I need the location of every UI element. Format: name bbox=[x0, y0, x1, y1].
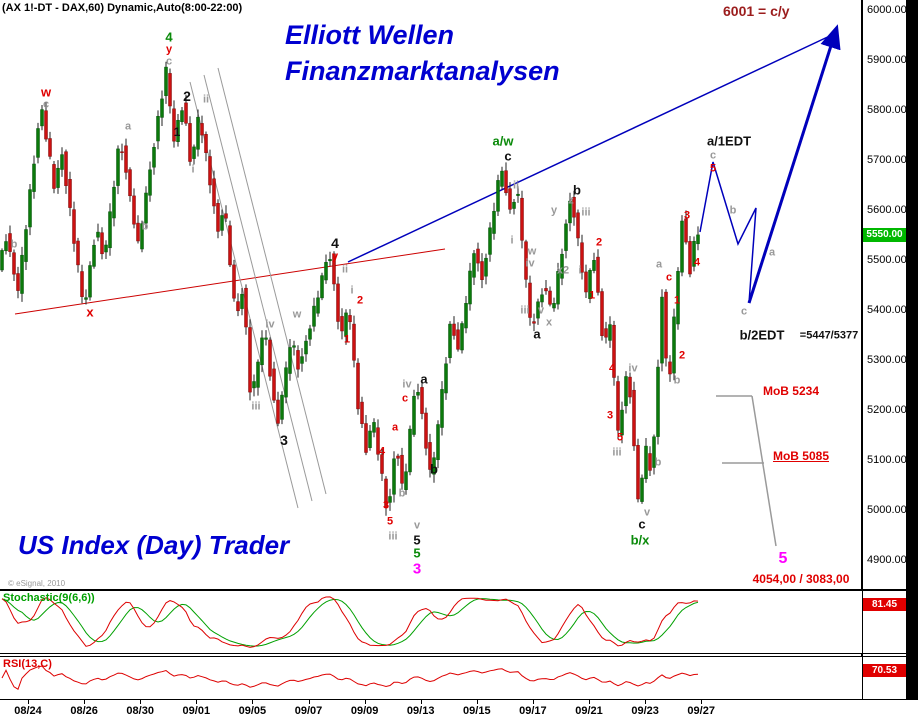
price-label: 5200.00 bbox=[867, 404, 907, 416]
stochastic-panel[interactable]: Stochastic(9(6,6)) bbox=[0, 591, 862, 653]
chart-title: (AX 1!-DT - DAX,60) Dynamic,Auto(8:00-22… bbox=[2, 2, 243, 14]
date-tick bbox=[532, 700, 534, 704]
date-tick bbox=[589, 700, 590, 704]
price-axis[interactable]: 5550.00 6000.00 5900.00 5800.00 5700.00 5600… bbox=[863, 0, 907, 699]
price-label: 5300.00 bbox=[867, 354, 907, 366]
date-tick bbox=[84, 700, 86, 704]
date-tick bbox=[420, 700, 422, 704]
date-label: 09/05 bbox=[238, 705, 267, 717]
esignal-watermark: © eSignal, 2010 bbox=[8, 579, 66, 588]
candles-group bbox=[0, 61, 700, 516]
date-label: 08/30 bbox=[126, 705, 154, 717]
rsi-plot bbox=[1, 665, 699, 690]
date-tick bbox=[28, 700, 29, 704]
projection-target-label: 6001 = c/y bbox=[723, 3, 790, 19]
date-label: 09/13 bbox=[406, 705, 435, 717]
date-label: 09/15 bbox=[463, 705, 491, 717]
stochastic-label: Stochastic(9(6,6)) bbox=[3, 592, 95, 604]
price-label: 5100.00 bbox=[867, 454, 907, 466]
brand-heading-line2: Finanzmarktanalysen bbox=[285, 56, 560, 86]
date-label: 08/26 bbox=[70, 705, 98, 717]
stochastic-plot bbox=[1, 596, 699, 648]
trendlines-group bbox=[14, 33, 835, 509]
right-border-strip bbox=[906, 0, 918, 699]
date-tick bbox=[140, 700, 142, 704]
projection-group bbox=[699, 24, 841, 304]
panel-separator bbox=[0, 589, 918, 591]
date-label: 08/24 bbox=[14, 705, 42, 717]
date-tick bbox=[645, 700, 647, 704]
footer-brand-title: US Index (Day) Trader bbox=[18, 530, 290, 560]
price-label: 5700.00 bbox=[867, 154, 907, 166]
price-label: 5000.00 bbox=[867, 504, 907, 516]
rsi-label: RSI(13,C) bbox=[3, 658, 52, 670]
rsi-value-box: 70.53 bbox=[863, 664, 906, 677]
brand-heading-line1: Elliott Wellen bbox=[285, 20, 455, 50]
stochastic-k-line bbox=[1, 596, 699, 648]
date-label: 09/21 bbox=[575, 705, 603, 717]
last-price-box: 5550.00 bbox=[863, 228, 906, 242]
panel-separator bbox=[0, 653, 918, 654]
date-tick bbox=[252, 700, 254, 704]
date-tick bbox=[701, 700, 703, 704]
price-axis-separator bbox=[861, 0, 863, 699]
panel-separator bbox=[0, 656, 918, 657]
date-tick bbox=[308, 700, 310, 704]
date-label: 09/07 bbox=[294, 705, 323, 717]
date-label: 09/01 bbox=[182, 705, 211, 717]
date-label: 09/23 bbox=[631, 705, 659, 717]
date-tick bbox=[196, 700, 198, 704]
rsi-line bbox=[1, 665, 699, 690]
date-label: 09/27 bbox=[687, 705, 715, 717]
price-label: 5800.00 bbox=[867, 104, 907, 116]
price-label: 4900.00 bbox=[867, 554, 907, 566]
panel-separator bbox=[0, 699, 918, 700]
date-label: 09/09 bbox=[350, 705, 379, 717]
chart-surface[interactable]: 4 y c w c 2 ii a 1 i b b x iv w iii 3 4 y ii i 2 1 iv a c a 4 b 3 5 iii… bbox=[0, 0, 862, 590]
price-label: 5500.00 bbox=[867, 254, 907, 266]
candlestick-chart bbox=[0, 24, 841, 547]
date-axis[interactable]: 08/24 08/26 08/30 09/01 09/05 09/07 09/09 09/13… bbox=[0, 700, 918, 723]
price-label: 5600.00 bbox=[867, 204, 907, 216]
date-label: 09/17 bbox=[519, 705, 547, 717]
date-tick bbox=[476, 700, 478, 704]
rsi-panel[interactable]: RSI(13,C) bbox=[0, 657, 862, 699]
price-label: 5900.00 bbox=[867, 54, 907, 66]
price-label: 6000.00 bbox=[867, 4, 907, 16]
price-label: 5400.00 bbox=[867, 304, 907, 316]
stochastic-d-line bbox=[1, 598, 699, 647]
date-tick bbox=[364, 700, 366, 704]
mob-lines-group bbox=[716, 395, 777, 547]
stochastic-value-box: 81.45 bbox=[863, 598, 906, 611]
